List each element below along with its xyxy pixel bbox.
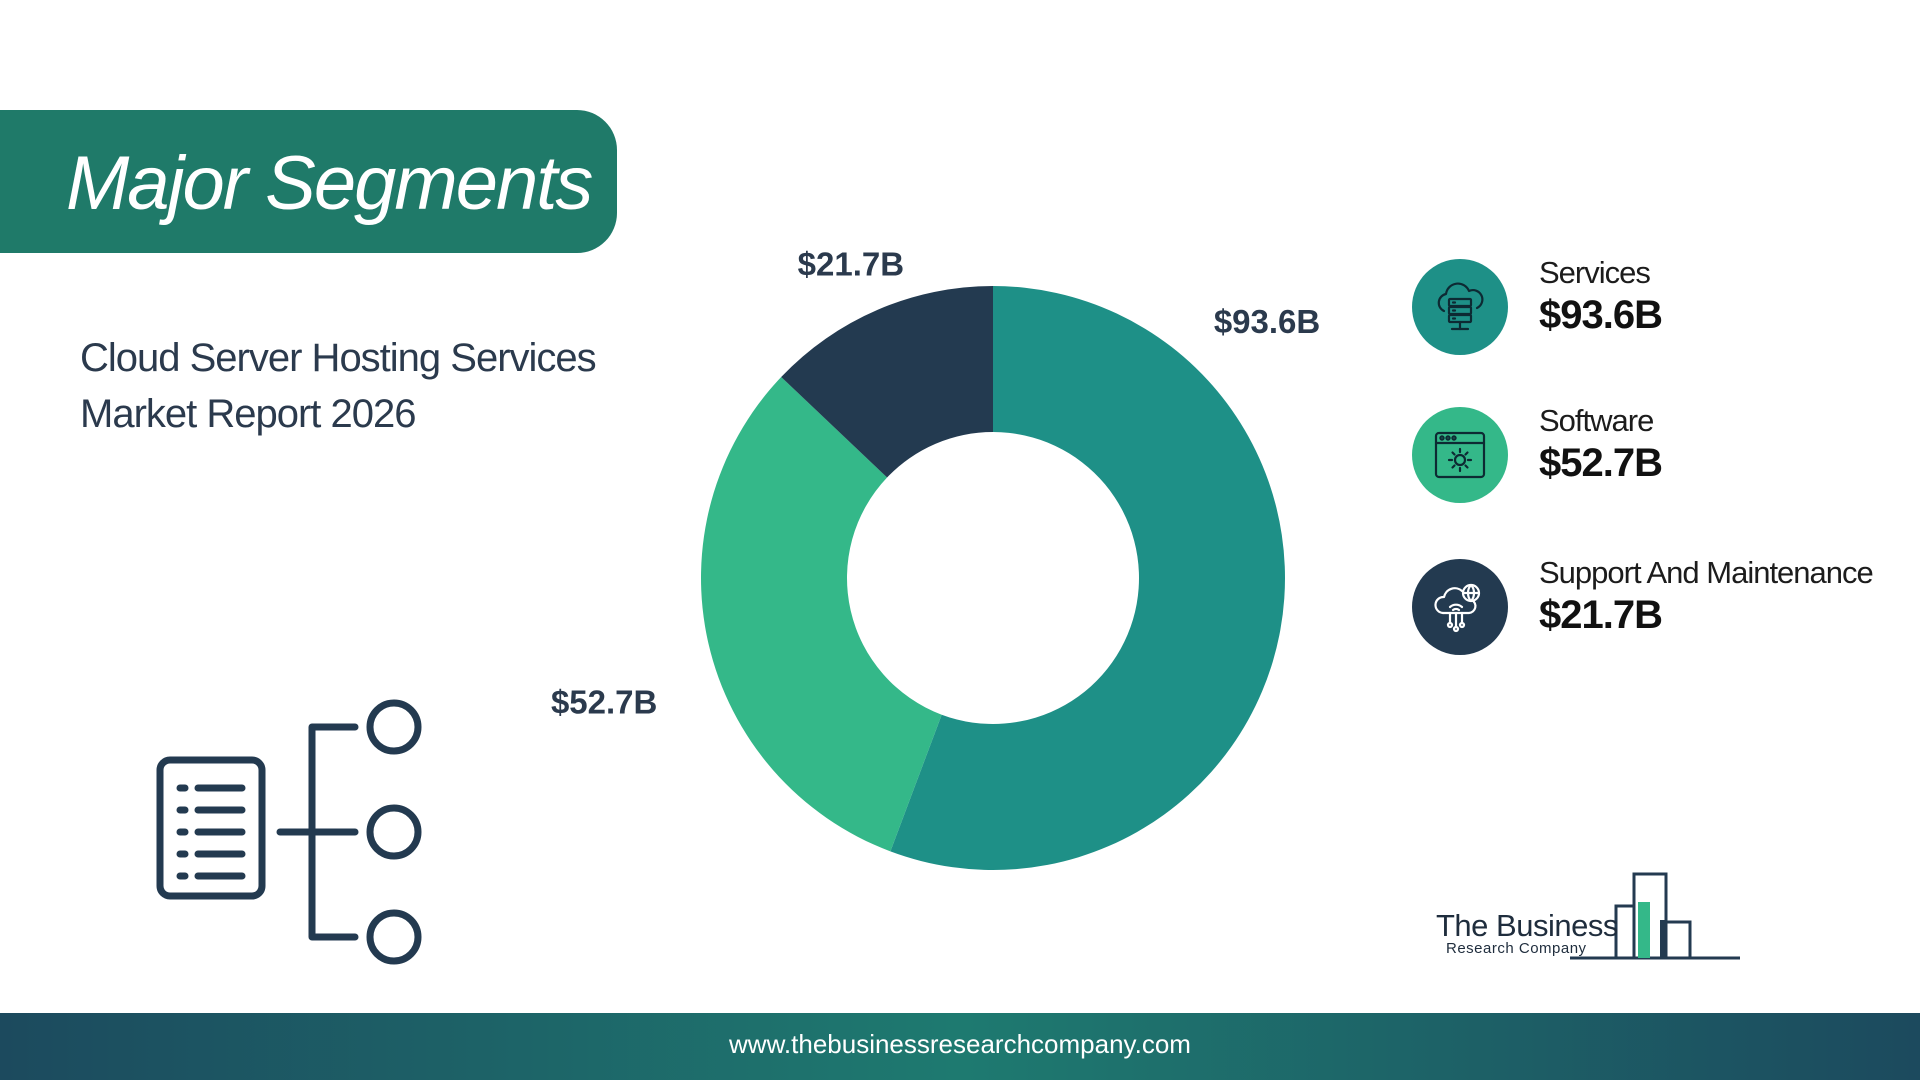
subtitle-line-2: Market Report 2026 — [80, 392, 417, 436]
legend-item-support: Support And Maintenance $21.7B — [1412, 555, 1912, 665]
cloud-network-icon — [1434, 583, 1481, 633]
donut-slice-support-and-maintenance — [781, 286, 993, 478]
software-settings-icon — [1434, 431, 1486, 479]
data-label-software: $52.7B — [551, 684, 657, 721]
logo-text-line-1: The Business — [1436, 908, 1618, 943]
legend-icon-bg-software — [1412, 407, 1508, 503]
legend-name-services: Services — [1539, 255, 1651, 290]
logo-buildings-icon — [1570, 872, 1740, 960]
legend-value-services: $93.6B — [1539, 293, 1663, 337]
company-logo: The Business Research Company — [1430, 870, 1750, 970]
title-banner: Major Segments — [0, 110, 617, 253]
page-title: Major Segments — [66, 141, 593, 226]
legend-name-support: Support And Maintenance — [1539, 555, 1874, 590]
legend-name-software: Software — [1539, 403, 1654, 438]
subtitle-line-1: Cloud Server Hosting Services — [80, 336, 597, 380]
donut-slice-software — [701, 377, 942, 852]
donut-slice-services — [890, 286, 1286, 870]
data-label-support-and-maintenance: $21.7B — [798, 246, 904, 283]
legend-item-software: Software $52.7B — [1412, 403, 1912, 513]
data-label-services: $93.6B — [1214, 303, 1320, 340]
cloud-server-icon — [1437, 282, 1484, 331]
legend-value-software: $52.7B — [1539, 441, 1663, 485]
donut-chart: $93.6B $52.7B $21.7B — [551, 246, 1320, 870]
legend-icon-bg-services — [1412, 259, 1508, 355]
footer-website-link[interactable]: www.thebusinessresearchcompany.com — [729, 1029, 1191, 1059]
report-subtitle: Cloud Server Hosting Services Market Rep… — [80, 330, 597, 442]
segments-tree-icon — [156, 699, 422, 965]
legend-item-services: Services $93.6B — [1412, 255, 1912, 365]
logo-text-line-2: Research Company — [1446, 940, 1587, 957]
footer-bar: www.thebusinessresearchcompany.com — [0, 1013, 1920, 1080]
legend-icon-bg-support — [1412, 559, 1508, 655]
legend-value-support: $21.7B — [1539, 593, 1663, 637]
